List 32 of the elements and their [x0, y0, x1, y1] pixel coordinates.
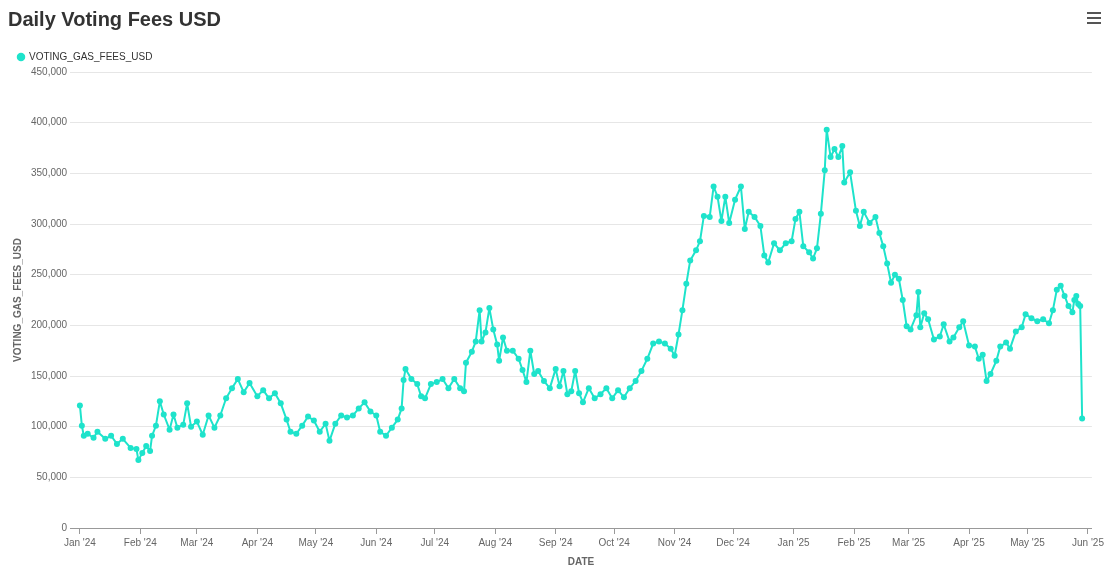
y-axis-title: VOTING_GAS_FEES_USD	[11, 238, 23, 362]
y-tick-label: 100,000	[30, 420, 68, 432]
y-tick-label: 400,000	[30, 116, 68, 128]
y-tick-label: 350,000	[30, 167, 68, 179]
x-tick-label: Feb '25	[837, 536, 871, 548]
x-tick-label: Sep '24	[538, 536, 573, 548]
y-tick-label: 0	[61, 521, 68, 533]
x-tick-label: Mar '25	[892, 536, 926, 548]
x-tick-label: Dec '24	[716, 536, 751, 548]
y-tick-label: 250,000	[30, 268, 68, 280]
x-tick-label: Mar '24	[180, 536, 214, 548]
x-tick-label: Jun '24	[360, 536, 393, 548]
x-tick-label: Apr '25	[953, 536, 986, 548]
legend-label: VOTING_GAS_FEES_USD	[29, 50, 153, 62]
y-tick-label: 150,000	[30, 369, 68, 381]
y-tick-label: 300,000	[30, 217, 68, 229]
y-tick-label: 200,000	[30, 319, 68, 331]
x-tick-label: Jan '25	[777, 536, 810, 548]
x-tick-label: Nov '24	[657, 536, 692, 548]
x-tick-label: May '25	[1010, 536, 1046, 548]
x-tick-label: Feb '24	[123, 536, 158, 548]
x-tick-label: Jan '24	[63, 536, 97, 548]
x-axis-title: DATE	[567, 555, 595, 567]
x-tick-label: Oct '24	[598, 536, 631, 548]
x-tick-label: Apr '24	[241, 536, 274, 548]
y-tick-label: 50,000	[36, 471, 68, 483]
x-tick-label: Aug '24	[478, 536, 513, 548]
chart-title: Daily Voting Fees USD	[8, 7, 222, 30]
x-tick-label: May '24	[298, 536, 334, 548]
y-tick-label: 450,000	[30, 65, 68, 77]
x-tick-label: Jun '25	[1072, 536, 1105, 548]
x-tick-label: Jul '24	[420, 536, 450, 548]
